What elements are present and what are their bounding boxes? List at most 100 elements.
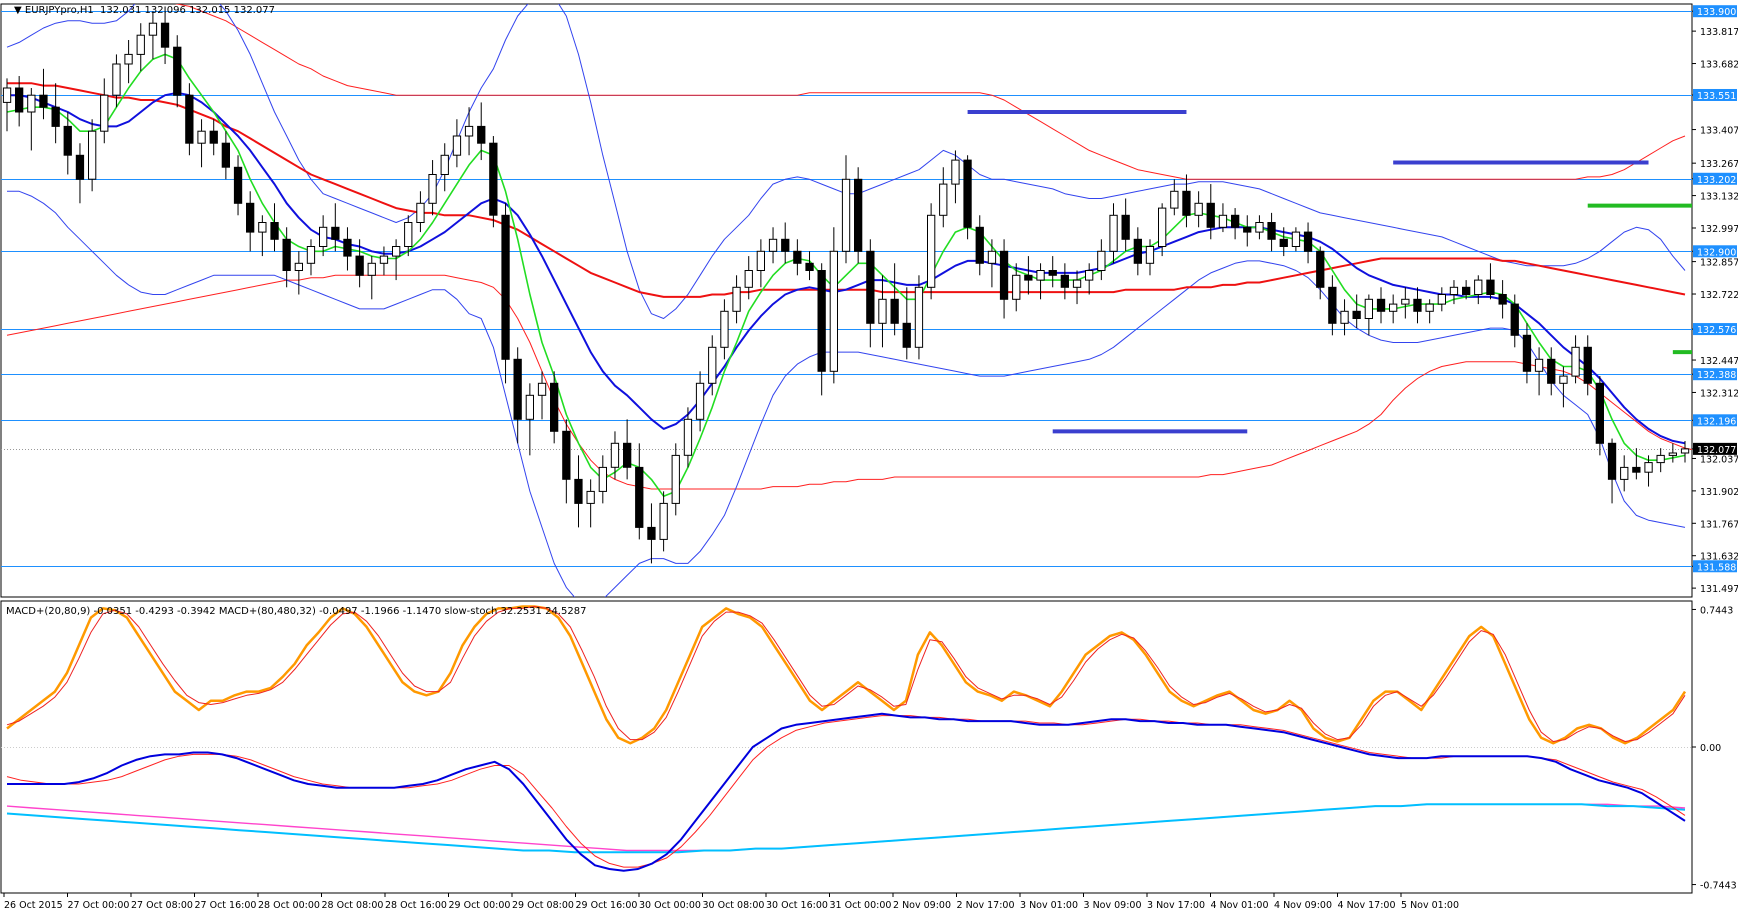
candle-body — [379, 255, 389, 264]
candle — [1133, 227, 1142, 276]
candle-body — [306, 246, 316, 264]
candle — [501, 203, 510, 384]
level-label-box — [1693, 560, 1737, 573]
candle-body — [246, 202, 255, 233]
time-tick-label: 4 Nov 09:00 — [1274, 900, 1332, 911]
candle-body — [1413, 298, 1422, 312]
macd-slow-line — [6, 803, 1686, 854]
candle-body — [1620, 466, 1629, 480]
candle-body — [160, 22, 170, 48]
sub-tick-label: 0.00 — [1700, 743, 1721, 754]
candle-body — [39, 94, 48, 108]
candle — [160, 6, 170, 65]
candle — [1291, 227, 1301, 252]
candle — [282, 227, 291, 288]
candle-body — [732, 286, 741, 312]
candle-body — [902, 322, 911, 348]
candle — [841, 155, 851, 264]
candle — [537, 371, 547, 420]
candle — [927, 203, 936, 300]
candle-body — [927, 214, 936, 288]
candle-body — [854, 178, 863, 252]
price-tick-label: 131.767 — [1700, 519, 1738, 530]
candle — [525, 383, 535, 456]
candle — [1218, 203, 1228, 233]
candle-body — [100, 94, 109, 132]
candle — [1170, 179, 1179, 216]
current-price-label: 132.077 — [1697, 445, 1736, 456]
candle-body — [209, 130, 218, 144]
time-tick-label: 28 Oct 00:00 — [258, 900, 320, 911]
candle-body — [878, 298, 887, 324]
candle — [1547, 347, 1556, 396]
time-tick-label: 3 Nov 17:00 — [1147, 900, 1205, 911]
candle-body — [270, 222, 279, 240]
candle — [914, 275, 924, 360]
candle-body — [683, 418, 693, 456]
candle — [440, 143, 449, 192]
candle — [1024, 256, 1033, 295]
candle — [367, 256, 376, 300]
candle-body — [525, 394, 535, 420]
candle — [1231, 208, 1240, 240]
candle — [1620, 455, 1629, 492]
candle — [39, 68, 48, 120]
candle-body — [781, 238, 790, 252]
time-tick-label: 29 Oct 08:00 — [512, 900, 574, 911]
price-tick-label: 133.817 — [1700, 27, 1738, 38]
candle — [1255, 215, 1264, 240]
candle — [1194, 191, 1203, 228]
time-tick-label: 2 Nov 17:00 — [957, 900, 1015, 911]
candle — [550, 371, 559, 444]
candle — [1607, 438, 1617, 504]
candle-body — [1352, 310, 1361, 319]
candle — [124, 40, 133, 84]
candle — [1060, 263, 1069, 300]
price-tick-label: 131.497 — [1700, 584, 1738, 595]
candle — [1389, 294, 1398, 324]
candle-body — [258, 222, 267, 233]
candle — [671, 443, 680, 516]
candle — [829, 227, 839, 384]
candle-body — [1644, 462, 1653, 473]
candle-body — [1182, 190, 1191, 216]
candle — [1352, 294, 1361, 329]
candle-body — [1376, 298, 1386, 312]
candle-body — [1522, 334, 1532, 372]
candle-body — [1158, 207, 1167, 248]
candle — [1182, 174, 1191, 228]
candle-body — [440, 154, 449, 176]
candle — [586, 479, 595, 528]
candle — [75, 143, 85, 204]
candle-body — [1267, 222, 1276, 240]
candle — [1121, 198, 1130, 252]
candle-body — [1279, 238, 1288, 248]
candle — [1206, 184, 1215, 240]
candle — [1632, 448, 1641, 480]
candle — [1364, 294, 1373, 336]
candle-body — [963, 159, 972, 228]
candle-body — [768, 238, 778, 252]
candle — [1279, 227, 1288, 257]
candle — [416, 191, 425, 233]
level-label-box — [1693, 414, 1737, 427]
candle-body — [27, 94, 36, 113]
candle-body — [586, 490, 595, 504]
candle-body — [51, 106, 60, 127]
candle — [1583, 335, 1592, 396]
candle-body — [1012, 274, 1021, 300]
time-tick-label: 27 Oct 08:00 — [131, 900, 193, 911]
candle — [1012, 263, 1021, 312]
candle-body — [233, 166, 243, 204]
candle — [15, 76, 24, 127]
candle — [173, 35, 182, 108]
candle — [732, 275, 741, 324]
candle-body — [647, 526, 656, 540]
candle-body — [695, 382, 705, 420]
candle — [63, 112, 72, 175]
candle — [817, 263, 826, 396]
candle — [379, 246, 389, 276]
candle-body — [1425, 303, 1434, 312]
candle — [233, 155, 243, 216]
candle-body — [1194, 202, 1203, 216]
